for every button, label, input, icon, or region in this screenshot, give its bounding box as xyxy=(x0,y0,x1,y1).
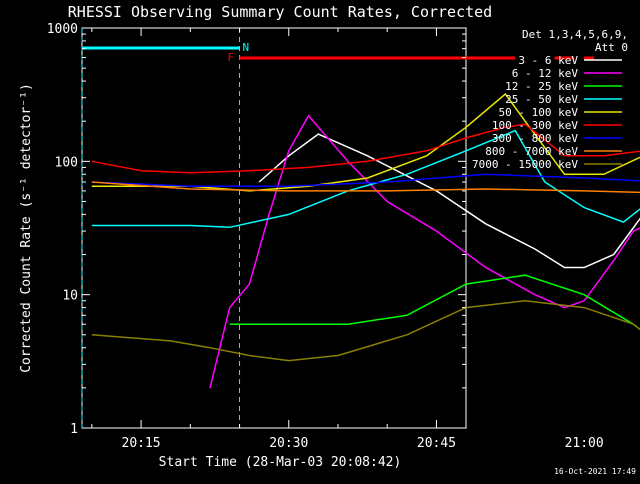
legend-label: 12 - 25 keV xyxy=(505,80,578,93)
series-line xyxy=(91,173,640,188)
y-tick-label: 10 xyxy=(62,289,78,304)
footer-timestamp: 16-Oct-2021 17:49 xyxy=(554,467,636,476)
x-axis-label: Start Time (28-Mar-03 20:08:42) xyxy=(159,455,402,470)
y-axis-label: Corrected Count Rate (s⁻¹ detector⁻¹) xyxy=(19,83,34,373)
legend-label: 7000 - 15000 keV xyxy=(472,158,578,171)
y-tick-label: 1000 xyxy=(47,22,78,37)
series-5 xyxy=(91,123,640,174)
series-line xyxy=(91,129,640,229)
series-line xyxy=(209,114,640,389)
x-tick-label: 21:00 xyxy=(565,436,604,451)
plot-frame xyxy=(81,27,467,429)
x-tick-label: 20:15 xyxy=(122,436,161,451)
legend-label: 3 - 6 keV xyxy=(518,54,578,67)
legend-label: 100 - 300 keV xyxy=(492,119,578,132)
legend-label: 50 - 100 keV xyxy=(499,106,579,119)
series-6 xyxy=(91,173,640,188)
annotation-n: N xyxy=(243,41,250,54)
series-1 xyxy=(209,114,640,389)
series-4 xyxy=(91,92,640,192)
series-8 xyxy=(91,300,640,362)
y-tick-label: 1 xyxy=(70,422,78,437)
series-line xyxy=(258,133,640,269)
series-group xyxy=(91,92,640,389)
series-line xyxy=(91,181,640,194)
series-line xyxy=(229,274,640,331)
legend-label: 25 - 50 keV xyxy=(505,93,578,106)
legend-label: 300 - 800 keV xyxy=(492,132,578,145)
attenuator-bars xyxy=(82,46,594,60)
series-line xyxy=(91,92,640,192)
annotations: NFS xyxy=(228,41,250,64)
chart-title: RHESSI Observing Summary Count Rates, Co… xyxy=(68,3,492,21)
vertical-markers xyxy=(81,28,241,428)
series-0 xyxy=(258,133,640,269)
series-2 xyxy=(229,274,640,331)
annotation-f: F xyxy=(228,51,235,64)
y-tick-label: 100 xyxy=(55,155,78,170)
series-3 xyxy=(91,129,640,229)
x-tick-label: 20:30 xyxy=(269,436,308,451)
legend-label: 800 - 7000 keV xyxy=(485,145,578,158)
series-line xyxy=(91,300,640,362)
legend-label: 6 - 12 keV xyxy=(512,67,579,80)
y-axis: 1 10 100 1000 xyxy=(47,22,466,437)
series-line xyxy=(91,123,640,174)
x-tick-label: 20:45 xyxy=(417,436,456,451)
legend-header: Det 1,3,4,5,6,9, xyxy=(522,28,628,41)
series-7 xyxy=(91,181,640,194)
legend-header: Att 0 xyxy=(595,41,628,54)
